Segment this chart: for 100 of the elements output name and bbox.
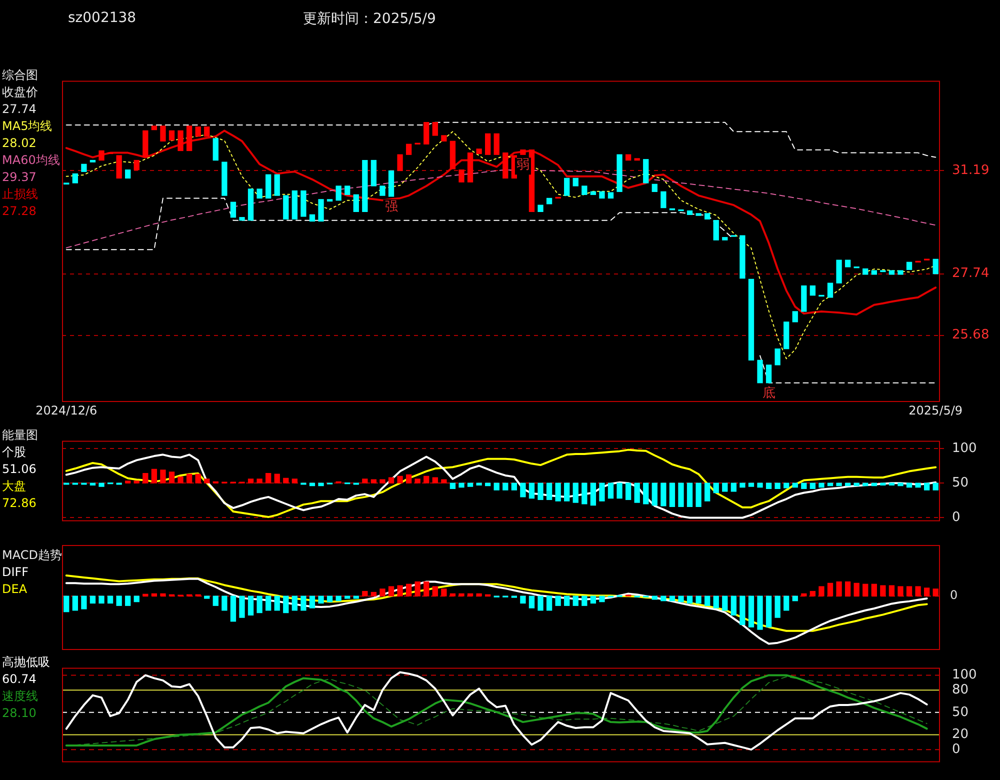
text: 个股 (2, 444, 27, 461)
bar (424, 581, 430, 596)
bar (801, 593, 807, 596)
y-tick-label: 0 (952, 510, 960, 526)
bar (160, 593, 166, 596)
candlestick (195, 126, 201, 137)
bar (915, 586, 921, 596)
text: 强 (384, 199, 398, 214)
bar (178, 476, 184, 484)
bar (98, 482, 104, 487)
bar (722, 482, 728, 492)
candlestick (256, 188, 262, 199)
text: 28.10 (2, 705, 38, 722)
bar (784, 482, 790, 488)
bar (766, 596, 772, 628)
bar (844, 482, 851, 486)
bar (388, 477, 394, 484)
line-series (66, 122, 936, 158)
candlestick (888, 270, 895, 275)
candlestick (608, 192, 614, 199)
bar (528, 596, 535, 608)
bar (388, 586, 394, 596)
bar (924, 482, 930, 490)
bar (450, 593, 456, 596)
bar (98, 596, 104, 604)
bar (230, 596, 236, 622)
text: 60.74 (2, 671, 38, 688)
text: 72.86 (2, 495, 38, 512)
bar (266, 596, 272, 611)
bar (353, 596, 359, 599)
bar (792, 596, 798, 602)
bar (90, 482, 96, 486)
bar (256, 478, 262, 484)
candlestick (134, 160, 140, 170)
bar (380, 588, 386, 596)
bar (520, 596, 526, 604)
bar (792, 482, 798, 488)
bar (924, 588, 930, 596)
bar (880, 585, 886, 596)
bar (283, 596, 289, 614)
bar (844, 581, 851, 596)
bar (134, 480, 140, 484)
bar (871, 584, 877, 596)
bar (555, 596, 561, 606)
bar (669, 596, 676, 602)
candlestick (502, 152, 508, 179)
bar (160, 470, 166, 484)
candlestick (441, 135, 447, 142)
bar (686, 596, 693, 604)
text: 速度线 (2, 688, 39, 705)
candlestick (599, 191, 605, 199)
bar (801, 482, 807, 489)
candlestick (572, 178, 578, 186)
candlestick (204, 126, 210, 137)
bar (546, 596, 552, 611)
bar (888, 482, 895, 486)
candlestick (546, 198, 552, 204)
y-axis-title: 综合图 (2, 67, 39, 84)
bar (432, 586, 438, 596)
candlestick (696, 213, 702, 216)
bar (757, 596, 763, 630)
bar (520, 482, 526, 498)
bar (660, 596, 666, 602)
bar (414, 581, 420, 596)
candlestick (98, 150, 104, 161)
bar (370, 479, 377, 484)
bar (616, 482, 622, 499)
bar (538, 482, 544, 500)
bar (458, 482, 464, 488)
bar (116, 596, 122, 606)
bar (590, 596, 596, 604)
candlestick (178, 130, 184, 152)
bar (898, 482, 904, 486)
bar (309, 596, 316, 608)
bar (546, 482, 552, 500)
y-tick-label: 100 (952, 668, 977, 683)
bar (441, 588, 447, 596)
bar (248, 478, 254, 484)
text: MA5均线 (2, 118, 54, 135)
text: 29.37 (2, 169, 38, 186)
bar (107, 596, 114, 604)
bar (467, 593, 474, 596)
candlestick (370, 160, 377, 186)
candlestick (476, 148, 482, 154)
candlestick (450, 140, 456, 170)
y-tick-label: 27.74 (952, 266, 990, 282)
bar (318, 482, 324, 486)
bar (292, 478, 298, 484)
y-tick-label: 50 (952, 704, 969, 720)
bar (406, 584, 412, 596)
bar (309, 482, 316, 486)
bar (362, 590, 368, 596)
candlestick (72, 173, 78, 184)
bar (362, 478, 368, 484)
bar (555, 482, 561, 502)
bar (678, 596, 684, 602)
bar (239, 596, 245, 618)
bar (704, 482, 710, 502)
bar (915, 482, 921, 488)
bar (168, 472, 175, 484)
